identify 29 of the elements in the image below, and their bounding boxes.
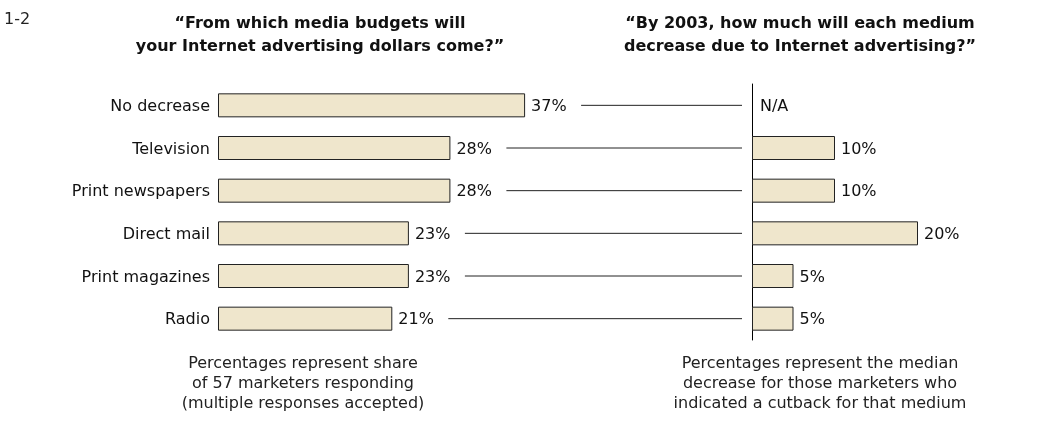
data-label: 21%	[398, 309, 434, 329]
data-label: 28%	[456, 181, 492, 201]
data-label: 10%	[841, 181, 877, 201]
data-label: 23%	[414, 223, 451, 243]
bar	[218, 264, 409, 288]
data-label: 20%	[924, 223, 960, 243]
data-label: 10%	[841, 138, 877, 158]
text: Percentages represent the median decrease for those marketers who indicated a cutback for that medium	[673, 352, 967, 412]
y-tick-label: Radio	[165, 309, 210, 329]
y-tick-label: Television	[131, 138, 210, 158]
data-label: 28%	[456, 138, 492, 158]
text: N/A	[760, 95, 789, 115]
bar	[218, 136, 451, 160]
bar	[218, 93, 526, 118]
bar	[218, 306, 393, 331]
text: 1-2	[4, 8, 31, 28]
data-label: 5%	[799, 309, 825, 329]
bar	[218, 178, 451, 203]
y-tick-label: Print magazines	[81, 266, 210, 286]
data-label: 23%	[414, 266, 451, 286]
annotation: Percentages represent share of 57 marketers responding (multiple responses accepted)	[181, 352, 425, 412]
bar	[218, 221, 409, 246]
data-label: 5%	[799, 266, 825, 286]
y-tick-label: No decrease	[110, 95, 210, 115]
chart-title: “By 2003, how much will each medium decrease due to Internet advertising?”	[623, 13, 977, 55]
data-label: 37%	[531, 95, 567, 115]
chart-title: “From which media budgets will your Internet advertising dollars come?”	[135, 13, 505, 55]
y-tick-label: Print newspapers	[71, 181, 210, 201]
y-tick-label: Direct mail	[122, 223, 210, 243]
